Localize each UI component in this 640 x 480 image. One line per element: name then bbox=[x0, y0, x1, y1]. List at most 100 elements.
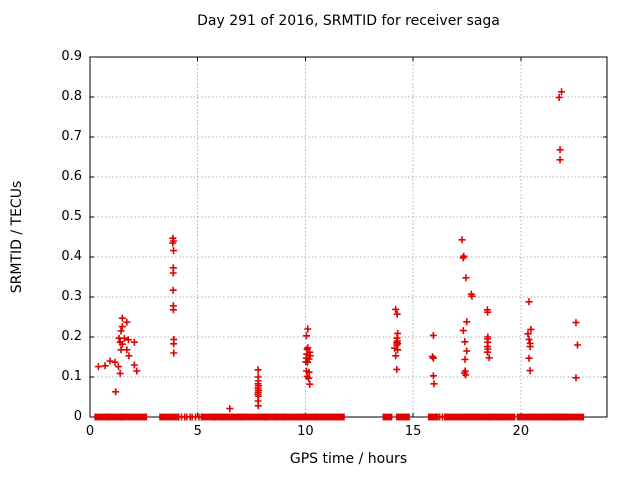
scatter-point bbox=[123, 318, 131, 326]
scatter-point bbox=[124, 336, 132, 344]
zero-band bbox=[503, 413, 516, 421]
scatter-point bbox=[120, 334, 128, 342]
scatter-point bbox=[170, 349, 178, 357]
zero-band bbox=[488, 413, 505, 421]
zero-band bbox=[556, 413, 567, 421]
scatter-point bbox=[394, 346, 402, 354]
zero-band bbox=[301, 413, 319, 421]
y-tick-label: 0.3 bbox=[61, 289, 82, 304]
zero-band bbox=[428, 413, 439, 421]
scatter-point bbox=[484, 308, 492, 316]
zero-band bbox=[453, 413, 468, 421]
scatter-point bbox=[429, 331, 437, 339]
scatter-point bbox=[429, 353, 437, 361]
y-tick-label: 0.8 bbox=[61, 89, 82, 104]
scatter-point bbox=[133, 367, 141, 375]
scatter-point bbox=[111, 358, 119, 366]
y-tick-label: 0.4 bbox=[61, 249, 82, 264]
zero-band bbox=[282, 413, 305, 421]
scatter-point bbox=[572, 319, 580, 327]
scatter-point bbox=[558, 88, 566, 96]
scatter-point bbox=[468, 292, 476, 300]
scatter-point bbox=[118, 340, 126, 348]
scatter-point bbox=[556, 146, 564, 154]
zero-band bbox=[323, 413, 333, 421]
scatter-point bbox=[526, 343, 534, 351]
scatter-point bbox=[94, 363, 102, 371]
scatter-point bbox=[118, 323, 126, 331]
scatter-point bbox=[305, 374, 313, 382]
zero-band bbox=[263, 413, 278, 421]
scatter-point bbox=[306, 352, 314, 360]
zero-band bbox=[106, 413, 124, 421]
zero-band bbox=[529, 413, 542, 421]
y-tick-label: 0.5 bbox=[61, 209, 82, 224]
scatter-point bbox=[527, 325, 535, 333]
scatter-point bbox=[430, 380, 438, 388]
scatter-point bbox=[116, 369, 124, 377]
zero-band bbox=[443, 413, 455, 421]
zero-band bbox=[382, 413, 393, 421]
zero-band bbox=[516, 413, 534, 421]
zero-band bbox=[159, 413, 169, 421]
scatter-point bbox=[304, 325, 312, 333]
scatter-point bbox=[462, 274, 470, 282]
scatter-point bbox=[254, 402, 262, 410]
scatter-point bbox=[306, 380, 314, 388]
zero-band bbox=[314, 413, 326, 421]
scatter-point bbox=[305, 368, 313, 376]
scatter-point bbox=[112, 388, 120, 396]
scatter-point bbox=[114, 363, 122, 371]
scatter-point bbox=[483, 348, 491, 356]
scatter-point bbox=[556, 156, 564, 164]
zero-band bbox=[220, 413, 233, 421]
scatter-point bbox=[169, 286, 177, 294]
zero-band bbox=[201, 413, 217, 421]
scatter-point bbox=[302, 332, 310, 340]
zero-band bbox=[119, 413, 148, 421]
scatter-point bbox=[118, 314, 126, 322]
y-tick-label: 0.9 bbox=[61, 49, 82, 64]
zero-band bbox=[94, 413, 111, 421]
scatter-point bbox=[106, 357, 114, 365]
scatter-point bbox=[524, 330, 532, 338]
scatter-point bbox=[304, 358, 312, 366]
zero-band bbox=[562, 413, 585, 421]
y-tick-label: 0.6 bbox=[61, 169, 82, 184]
scatter-point bbox=[572, 374, 580, 382]
scatter-point bbox=[170, 340, 178, 348]
zero-band bbox=[239, 413, 268, 421]
plot-border bbox=[89, 56, 608, 418]
scatter-point bbox=[254, 366, 262, 374]
scatter-point bbox=[462, 371, 470, 379]
scatter-point bbox=[573, 341, 581, 349]
x-tick-label: 5 bbox=[193, 424, 202, 439]
scatter-point bbox=[463, 347, 471, 355]
scatter-point bbox=[429, 354, 437, 362]
scatter-point bbox=[485, 354, 493, 362]
scatter-point bbox=[525, 298, 533, 306]
scatter-point bbox=[459, 327, 467, 335]
scatter-point bbox=[392, 305, 400, 313]
x-axis-label: GPS time / hours bbox=[289, 451, 408, 467]
scatter-point bbox=[125, 352, 133, 360]
scatter-point bbox=[393, 310, 401, 318]
scatter-point bbox=[117, 327, 125, 335]
scatter-point bbox=[392, 352, 400, 360]
y-tick-label: 0 bbox=[73, 409, 82, 424]
scatter-point bbox=[459, 254, 467, 262]
x-tick-label: 15 bbox=[404, 424, 422, 439]
scatter-point bbox=[169, 239, 177, 247]
scatter-point bbox=[429, 372, 437, 380]
scatter-point bbox=[461, 355, 469, 363]
scatter-point bbox=[526, 367, 534, 375]
x-tick-label: 10 bbox=[297, 424, 314, 439]
zero-band bbox=[335, 413, 345, 421]
scatter-point bbox=[169, 269, 177, 277]
zero-band bbox=[539, 413, 551, 421]
scatter-point bbox=[123, 346, 131, 354]
y-tick-label: 0.7 bbox=[61, 129, 82, 144]
chart-title: Day 291 of 2016, SRMTID for receiver sag… bbox=[197, 13, 500, 29]
zero-band bbox=[228, 413, 243, 421]
